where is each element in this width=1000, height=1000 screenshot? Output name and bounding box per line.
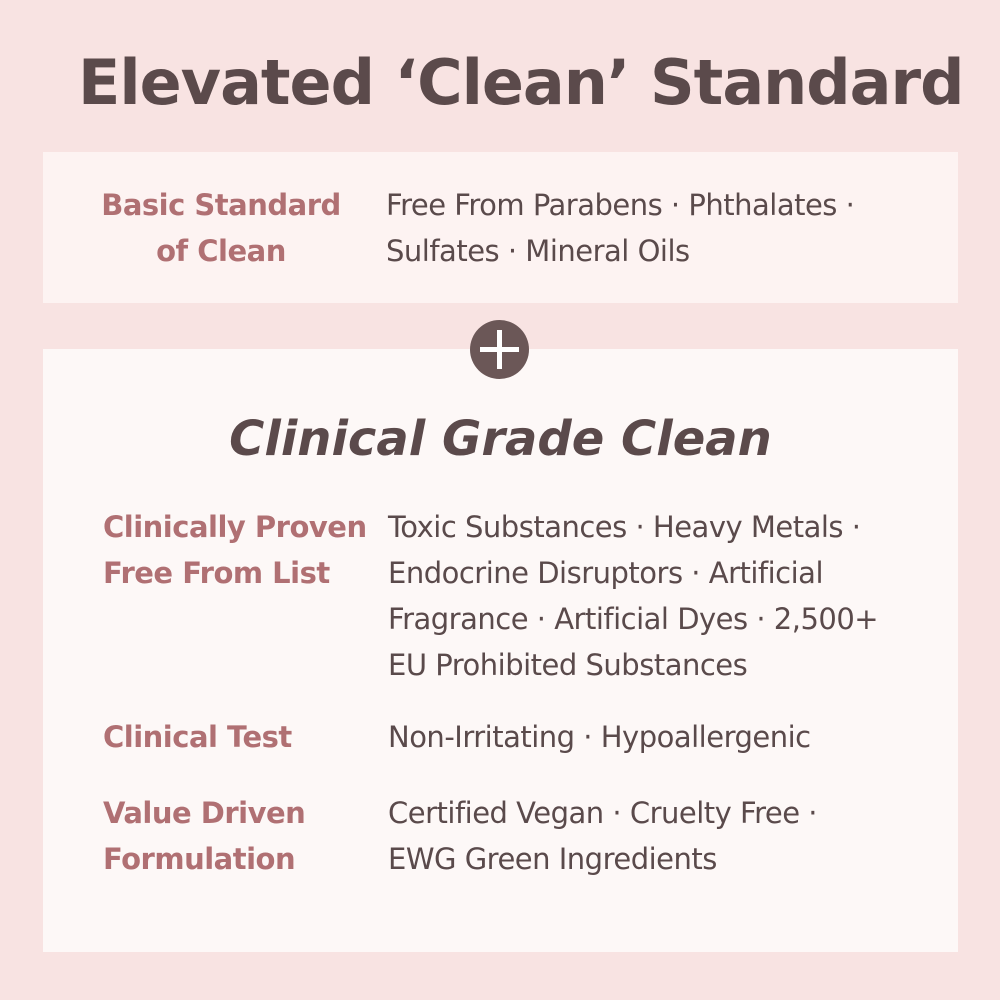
value-line: Free From Parabens · Phthalates · xyxy=(386,188,855,222)
value-line: Sulfates · Mineral Oils xyxy=(386,234,690,268)
value-line: Non-Irritating · Hypoallergenic xyxy=(388,720,811,754)
label-line: Basic Standard xyxy=(101,188,341,222)
row-value-free-from: Toxic Substances · Heavy Metals · Endocr… xyxy=(388,504,879,688)
page-title: Elevated ‘Clean’ Standard xyxy=(78,46,964,119)
value-line: EWG Green Ingredients xyxy=(388,842,717,876)
basic-standard-panel: Basic Standard of Clean Free From Parabe… xyxy=(43,152,958,303)
clinical-grade-panel: Clinical Grade Clean Clinically Proven F… xyxy=(43,349,958,952)
value-line: Fragrance · Artificial Dyes · 2,500+ xyxy=(388,602,879,636)
plus-circle-icon xyxy=(470,320,529,379)
value-line: Certified Vegan · Cruelty Free · xyxy=(388,796,818,830)
label-line: of Clean xyxy=(156,234,286,268)
basic-standard-value: Free From Parabens · Phthalates · Sulfat… xyxy=(386,182,855,274)
clinical-grade-title: Clinical Grade Clean xyxy=(229,411,772,467)
row-label-free-from: Clinically Proven Free From List xyxy=(103,504,367,596)
basic-standard-label: Basic Standard of Clean xyxy=(43,182,399,274)
row-value-clinical-test: Non-Irritating · Hypoallergenic xyxy=(388,714,811,760)
label-line: Value Driven xyxy=(103,796,306,830)
value-line: Toxic Substances · Heavy Metals · xyxy=(388,510,861,544)
value-line: EU Prohibited Substances xyxy=(388,648,748,682)
label-line: Free From List xyxy=(103,556,330,590)
label-line: Clinical Test xyxy=(103,720,292,754)
label-line: Formulation xyxy=(103,842,296,876)
row-value-value-driven: Certified Vegan · Cruelty Free · EWG Gre… xyxy=(388,790,818,882)
row-label-value-driven: Value Driven Formulation xyxy=(103,790,306,882)
label-line: Clinically Proven xyxy=(103,510,367,544)
row-label-clinical-test: Clinical Test xyxy=(103,714,292,760)
value-line: Endocrine Disruptors · Artificial xyxy=(388,556,824,590)
